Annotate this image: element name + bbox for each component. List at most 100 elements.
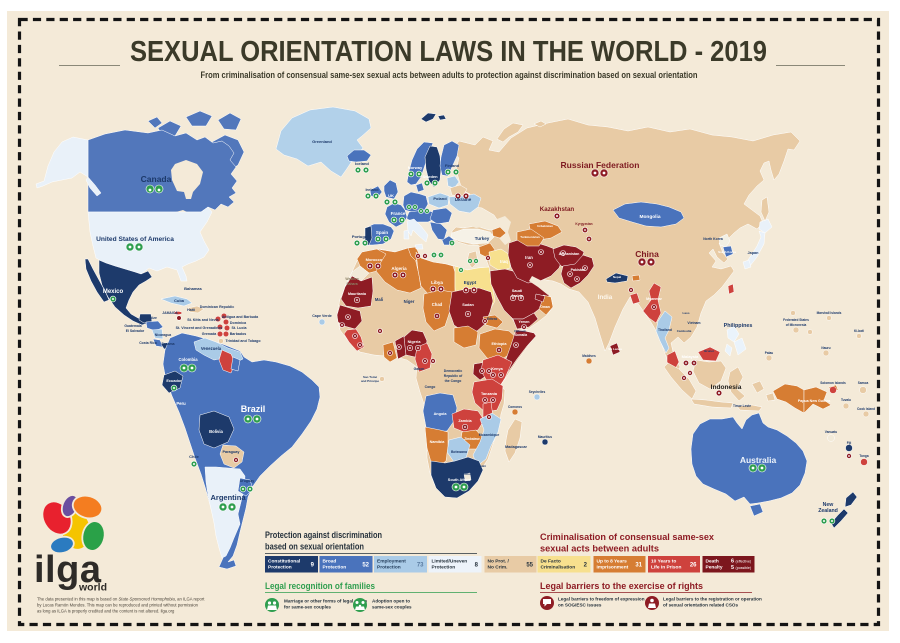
- svg-text:sexual acts between adults: sexual acts between adults: [540, 544, 659, 554]
- svg-text:Dominica: Dominica: [230, 321, 247, 325]
- svg-text:Niger: Niger: [404, 299, 415, 304]
- svg-text:El Salvador: El Salvador: [126, 329, 145, 333]
- svg-text:for same-sex couples: for same-sex couples: [284, 605, 331, 610]
- svg-text:Antigua and Barbuda: Antigua and Barbuda: [222, 315, 259, 319]
- svg-text:Pakistan: Pakistan: [571, 268, 586, 272]
- svg-text:Seychelles: Seychelles: [529, 390, 546, 394]
- svg-text:Cape Verde: Cape Verde: [312, 314, 332, 318]
- svg-text:Bahamas: Bahamas: [184, 286, 203, 291]
- svg-text:The data presented in this map: The data presented in this map is based …: [37, 597, 205, 602]
- svg-text:Madagascar: Madagascar: [505, 445, 527, 449]
- svg-text:Morocco: Morocco: [366, 257, 383, 262]
- svg-text:Marriage or other forms of leg: Marriage or other forms of legal union: [284, 599, 367, 604]
- svg-text:73: 73: [417, 563, 424, 569]
- svg-text:Indonesia: Indonesia: [711, 384, 742, 391]
- svg-text:Limited/Uneven: Limited/Uneven: [432, 559, 468, 565]
- svg-text:Ireland: Ireland: [365, 187, 379, 192]
- svg-text:Protection: Protection: [377, 565, 401, 571]
- svg-text:Lesotho: Lesotho: [459, 472, 471, 476]
- svg-text:Australia: Australia: [740, 455, 777, 465]
- svg-text:Cuba: Cuba: [174, 298, 185, 303]
- svg-text:Sudan: Sudan: [462, 303, 474, 307]
- svg-text:10 Years to: 10 Years to: [651, 559, 676, 565]
- svg-text:No Crim.: No Crim.: [488, 565, 508, 571]
- svg-text:Marshall Islands: Marshall Islands: [817, 311, 842, 315]
- svg-text:Mongolia: Mongolia: [639, 214, 660, 220]
- svg-text:Death: Death: [706, 559, 719, 565]
- svg-text:Vietnam: Vietnam: [687, 321, 700, 325]
- svg-text:Broad: Broad: [323, 559, 337, 565]
- svg-text:by Lucas Ramón Mendos. This ma: by Lucas Ramón Mendos. This map can be r…: [37, 603, 199, 608]
- svg-text:Mozambique: Mozambique: [479, 433, 500, 437]
- svg-text:Oman: Oman: [540, 305, 550, 309]
- svg-text:ilga: ilga: [34, 549, 102, 591]
- svg-text:Norway: Norway: [408, 165, 423, 170]
- svg-text:Saudi: Saudi: [512, 289, 522, 293]
- svg-text:Venezuela: Venezuela: [201, 346, 222, 351]
- svg-text:Dominican Republic: Dominican Republic: [200, 305, 235, 309]
- svg-text:Eritrea: Eritrea: [487, 317, 497, 321]
- svg-text:Russian Federation: Russian Federation: [561, 160, 640, 170]
- svg-text:Solomon Islands: Solomon Islands: [820, 381, 846, 385]
- svg-text:Protection against discriminat: Protection against discrimination: [265, 530, 382, 540]
- svg-text:Tonga: Tonga: [859, 454, 869, 458]
- svg-text:Panama: Panama: [161, 342, 174, 346]
- svg-text:Greenland: Greenland: [312, 139, 332, 144]
- svg-text:North Korea: North Korea: [703, 237, 723, 241]
- svg-text:8: 8: [475, 563, 479, 569]
- svg-text:Republic of: Republic of: [444, 374, 463, 378]
- svg-text:Turkey: Turkey: [475, 236, 490, 241]
- svg-text:Peru: Peru: [176, 401, 186, 406]
- svg-text:Portugal: Portugal: [352, 234, 368, 239]
- svg-text:31: 31: [635, 563, 642, 569]
- svg-text:Imprisonment: Imprisonment: [597, 565, 629, 571]
- svg-text:De Facto: De Facto: [541, 559, 561, 565]
- svg-text:Ki-bati: Ki-bati: [854, 329, 864, 333]
- svg-text:Costa Rica: Costa Rica: [139, 341, 157, 345]
- svg-text:Grenada: Grenada: [202, 332, 218, 336]
- svg-text:Brunei: Brunei: [704, 349, 714, 353]
- svg-text:Cook Island: Cook Island: [857, 407, 875, 411]
- svg-text:Somalia: Somalia: [515, 333, 527, 337]
- svg-text:Kazakhstan: Kazakhstan: [540, 206, 575, 213]
- svg-text:Palau: Palau: [765, 351, 774, 355]
- svg-text:based on sexual orientation: based on sexual orientation: [265, 542, 364, 552]
- svg-text:9: 9: [311, 563, 315, 569]
- svg-text:Samoa: Samoa: [858, 381, 869, 385]
- svg-text:Botswana: Botswana: [451, 450, 467, 454]
- svg-text:JAMAICA: JAMAICA: [162, 311, 178, 315]
- svg-text:Legal barriers to the exercise: Legal barriers to the exercise of rights: [540, 581, 703, 591]
- svg-text:Zealand: Zealand: [818, 508, 838, 514]
- svg-text:Haiti: Haiti: [187, 308, 195, 312]
- svg-text:Protection: Protection: [432, 565, 456, 571]
- svg-text:Tanzania: Tanzania: [481, 392, 498, 396]
- svg-text:Maldives: Maldives: [582, 354, 596, 358]
- svg-text:on SOGIESC issues: on SOGIESC issues: [558, 603, 602, 608]
- svg-text:Afghanistan: Afghanistan: [559, 252, 580, 256]
- svg-text:Criminalisation: Criminalisation: [541, 565, 576, 571]
- svg-text:Mauritania: Mauritania: [348, 292, 367, 296]
- svg-text:Zimbabwe: Zimbabwe: [464, 437, 480, 441]
- svg-text:Mexico: Mexico: [103, 289, 124, 295]
- svg-text:eSwatini: eSwatini: [474, 464, 486, 468]
- svg-text:Sao Tomé: Sao Tomé: [363, 375, 377, 379]
- svg-text:United States of America: United States of America: [96, 236, 174, 243]
- svg-text:Democratic: Democratic: [444, 369, 463, 373]
- svg-text:of sexual orientation related: of sexual orientation related CSOs: [663, 603, 738, 608]
- svg-text:55: 55: [526, 563, 533, 569]
- svg-text:Thailand: Thailand: [658, 328, 672, 332]
- svg-text:Fiji: Fiji: [847, 441, 852, 445]
- svg-text:Up to 8 Years: Up to 8 Years: [597, 559, 628, 565]
- svg-text:St. Lucia: St. Lucia: [232, 326, 248, 330]
- svg-text:Ecuador: Ecuador: [166, 379, 182, 383]
- svg-text:Employment: Employment: [377, 559, 406, 565]
- svg-text:Laos: Laos: [682, 311, 689, 315]
- svg-text:Turkmenistan: Turkmenistan: [520, 235, 540, 239]
- svg-text:as long as ILGA is properly cr: as long as ILGA is properly credited and…: [37, 609, 175, 614]
- svg-text:Nauru: Nauru: [821, 346, 830, 350]
- svg-text:Japan: Japan: [748, 251, 760, 255]
- svg-text:Iran: Iran: [525, 255, 533, 260]
- svg-text:Canada: Canada: [141, 174, 172, 184]
- svg-text:Finland: Finland: [445, 163, 460, 168]
- svg-text:Nicaragua: Nicaragua: [155, 333, 172, 337]
